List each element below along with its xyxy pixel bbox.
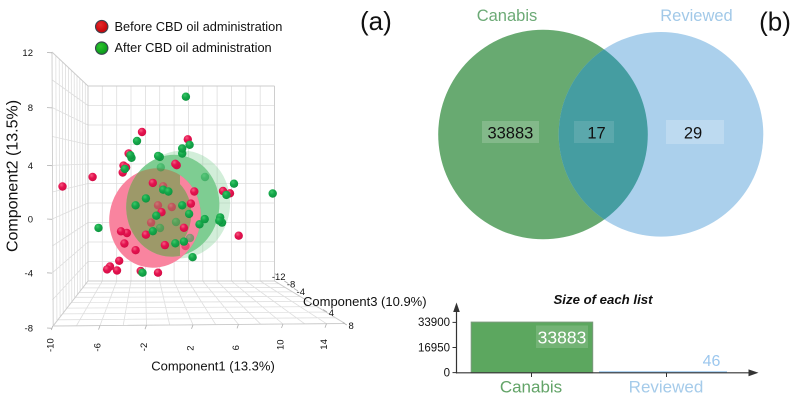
svg-text:Component3 (10.9%): Component3 (10.9%) (303, 294, 427, 309)
svg-text:6: 6 (231, 345, 242, 350)
svg-text:Component2 (13.5%): Component2 (13.5%) (5, 100, 22, 252)
svg-text:17: 17 (587, 124, 605, 142)
svg-text:33883: 33883 (487, 124, 533, 142)
svg-text:-2: -2 (139, 343, 150, 351)
svg-text:-8: -8 (25, 324, 33, 335)
svg-text:-8: -8 (287, 280, 295, 291)
svg-text:-10: -10 (45, 338, 56, 352)
svg-text:Reviewed: Reviewed (629, 378, 704, 397)
svg-text:0: 0 (28, 215, 33, 226)
svg-text:10: 10 (276, 339, 287, 350)
svg-text:12: 12 (22, 48, 33, 59)
svg-text:33900: 33900 (418, 317, 450, 329)
svg-text:-4: -4 (297, 287, 305, 298)
svg-text:Component1 (13.3%): Component1 (13.3%) (151, 359, 275, 374)
svg-text:-4: -4 (25, 268, 33, 279)
svg-text:Canabis: Canabis (500, 378, 562, 397)
svg-text:Size of each list: Size of each list (554, 292, 654, 307)
svg-text:Before CBD oil administration: Before CBD oil administration (115, 19, 283, 34)
svg-text:29: 29 (684, 124, 702, 142)
svg-text:Reviewed: Reviewed (660, 7, 732, 25)
svg-text:-12: -12 (272, 272, 286, 283)
svg-text:46: 46 (703, 353, 721, 370)
svg-text:8: 8 (349, 321, 354, 332)
svg-text:0: 0 (444, 367, 450, 379)
svg-text:After CBD oil administration: After CBD oil administration (115, 40, 272, 55)
svg-text:8: 8 (28, 103, 33, 114)
svg-text:33883: 33883 (538, 328, 587, 348)
svg-text:4: 4 (329, 308, 334, 319)
svg-text:2: 2 (186, 346, 197, 351)
svg-text:16950: 16950 (418, 342, 450, 354)
svg-text:-6: -6 (93, 343, 104, 351)
svg-text:14: 14 (319, 339, 330, 350)
svg-text:Canabis: Canabis (477, 7, 538, 25)
svg-text:4: 4 (28, 161, 33, 172)
svg-text:(b): (b) (759, 7, 791, 37)
svg-text:(a): (a) (360, 6, 392, 36)
